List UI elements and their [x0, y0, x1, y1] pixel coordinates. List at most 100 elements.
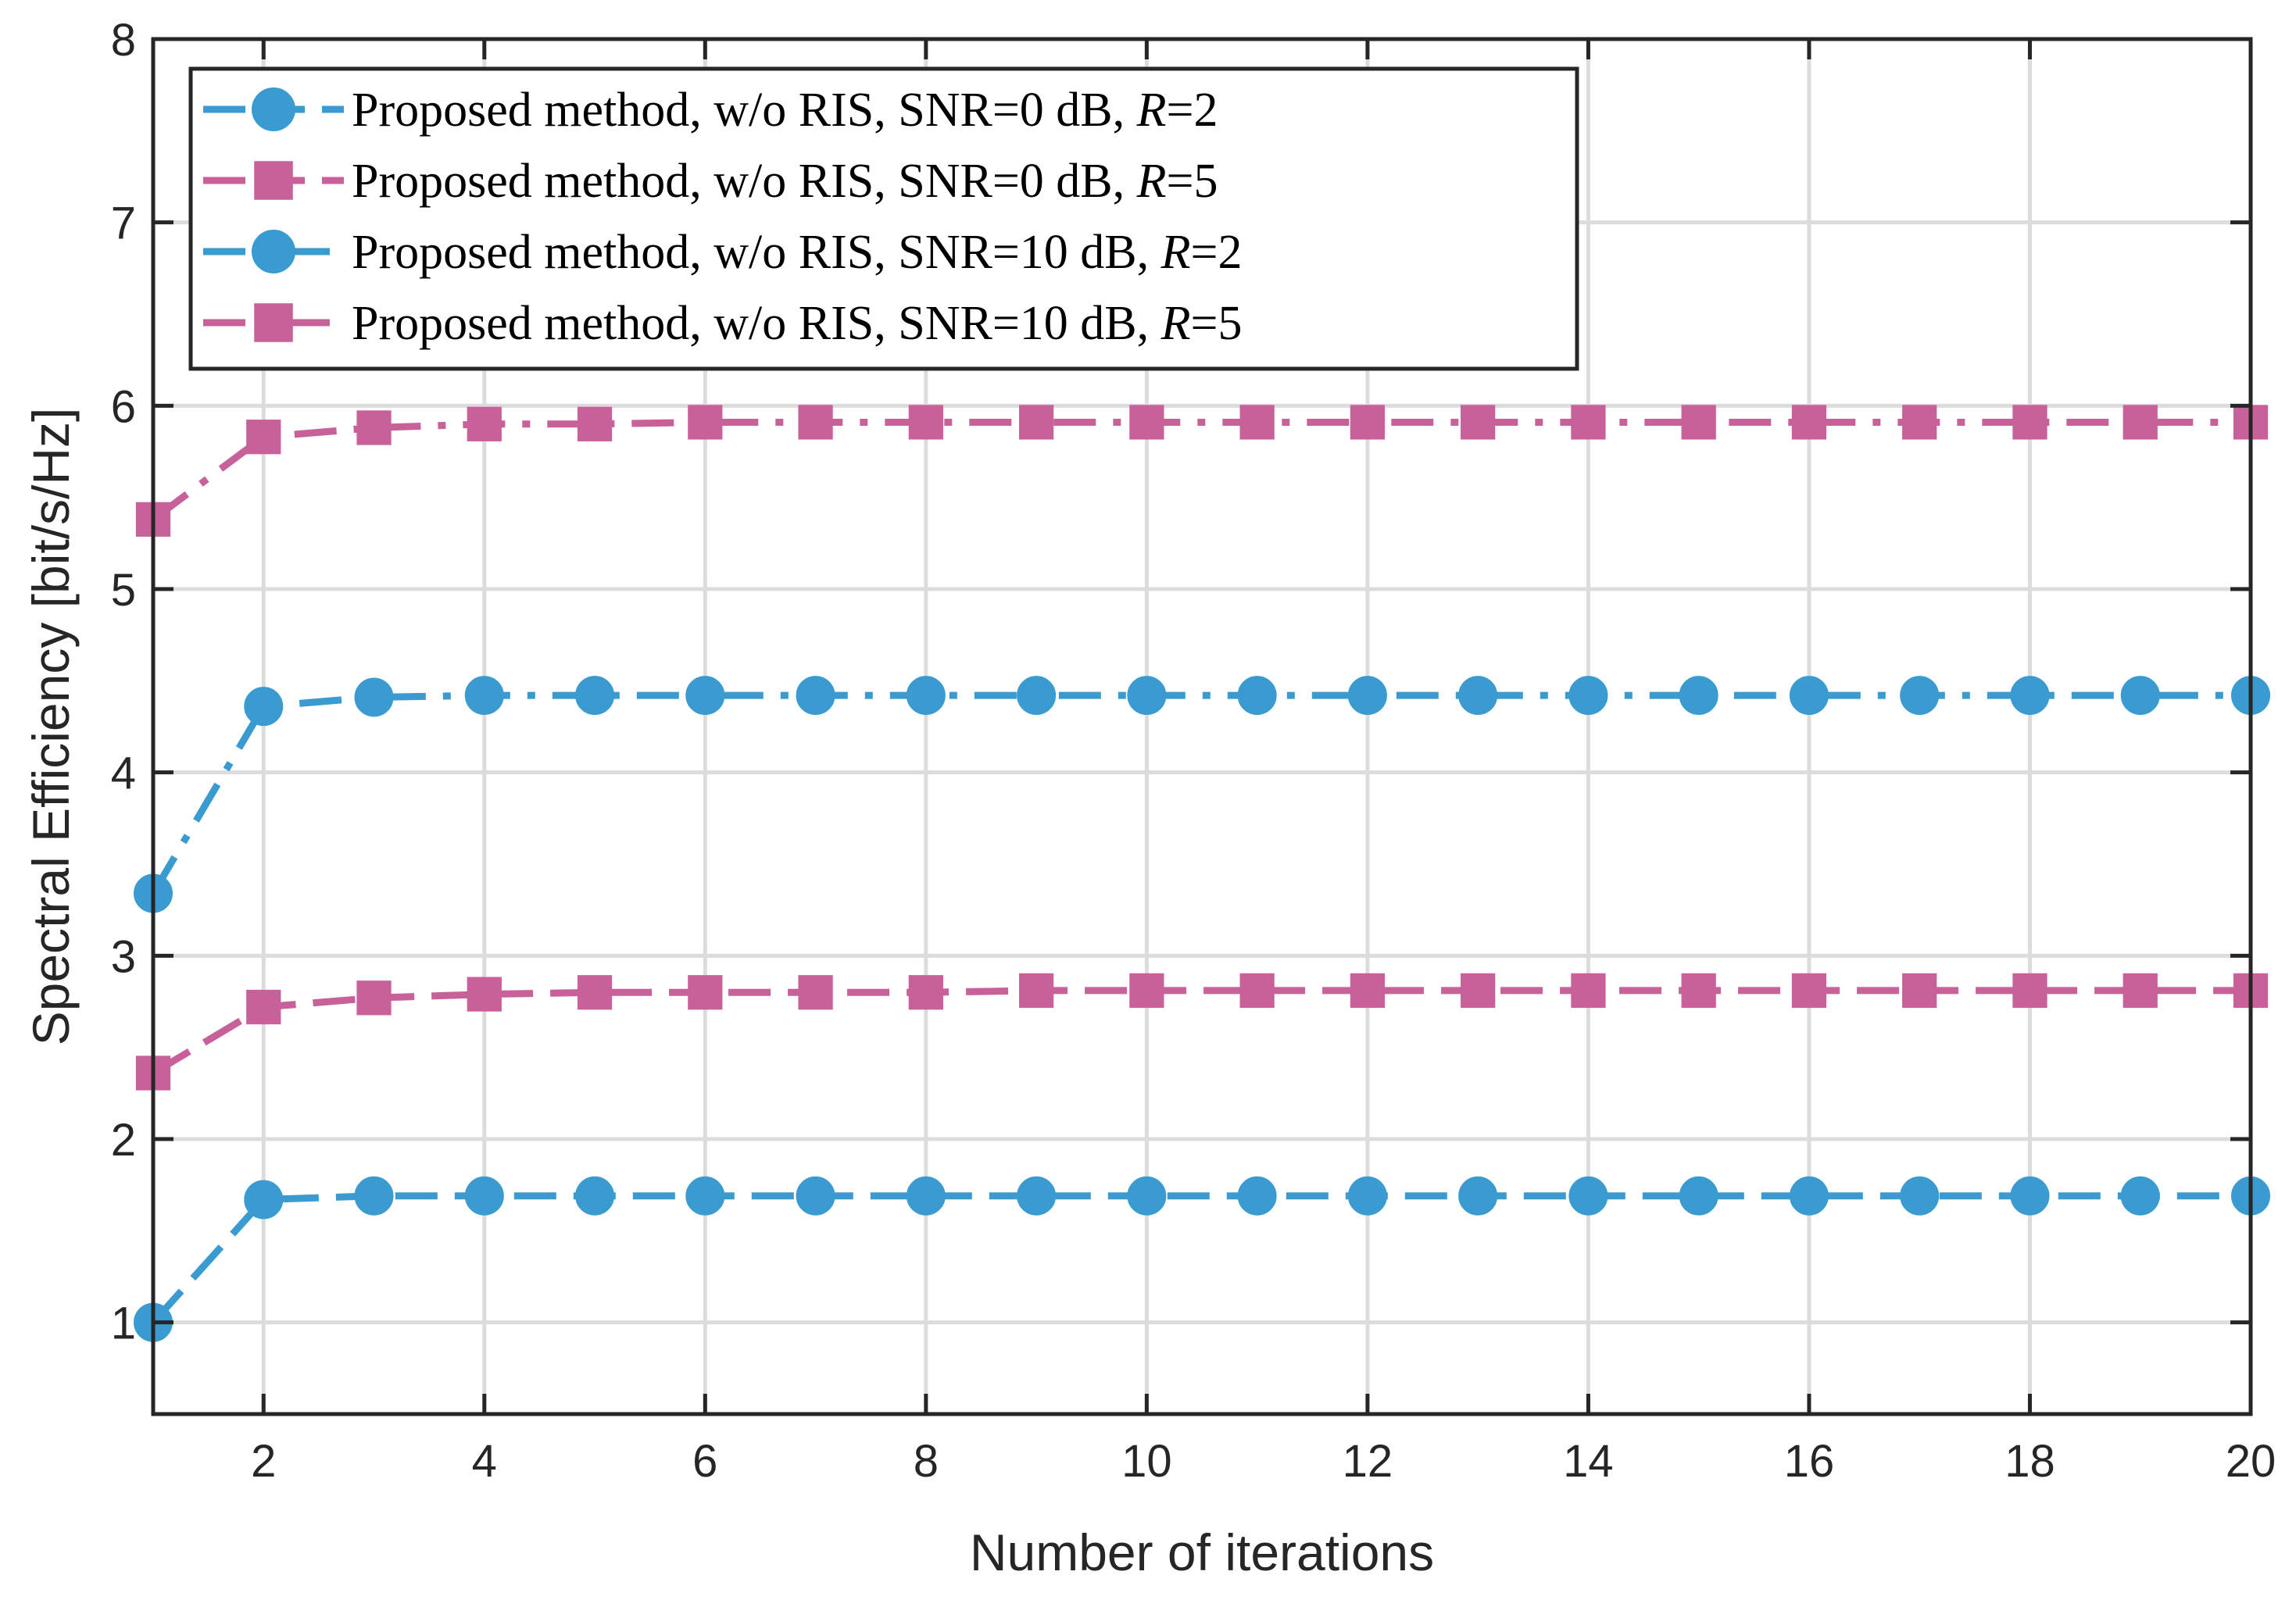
- data-point-circle: [1237, 1176, 1277, 1216]
- data-point-circle: [1127, 1176, 1167, 1216]
- data-point-circle: [1127, 676, 1167, 716]
- x-tick-label: 12: [1343, 1436, 1393, 1487]
- data-point-circle: [796, 1176, 835, 1216]
- series-line: [151, 418, 2251, 523]
- axes-frame: [151, 37, 2253, 1416]
- data-point-circle: [575, 1176, 615, 1216]
- data-point-square: [2012, 973, 2047, 1009]
- data-point-square: [577, 406, 613, 441]
- x-tick-label: 20: [2226, 1436, 2276, 1487]
- data-point-square: [908, 405, 943, 440]
- data-point-square: [1791, 973, 1827, 1009]
- data-point-circle: [464, 1176, 504, 1216]
- data-point-square: [798, 975, 833, 1010]
- legend-label: Proposed method, w/o RIS, SNR=10 dB, R=2: [352, 226, 1243, 279]
- data-point-circle: [354, 1176, 394, 1216]
- data-point-square: [1681, 405, 1716, 440]
- y-tick-label: 8: [111, 15, 136, 66]
- y-tick-label: 1: [111, 1298, 136, 1349]
- data-point-circle: [1347, 676, 1387, 716]
- data-point-square: [2123, 973, 2158, 1009]
- x-axis-label: Number of iterations: [970, 1523, 1434, 1581]
- data-point-circle: [244, 687, 284, 727]
- x-tick-label: 8: [914, 1436, 939, 1487]
- legend-label-prefix: Proposed method, w/o RIS, SNR=10 dB,: [352, 297, 1161, 350]
- legend-marker-circle: [252, 230, 295, 273]
- data-point-circle: [1458, 676, 1498, 716]
- data-point-square: [908, 975, 943, 1010]
- legend-label-math: R: [1161, 297, 1191, 350]
- legend-box: [188, 66, 1579, 371]
- data-point-square: [1239, 973, 1275, 1009]
- data-point-square: [1902, 973, 1937, 1009]
- legend-label: Proposed method, w/o RIS, SNR=0 dB, R=5: [352, 155, 1218, 208]
- data-point-square: [1571, 405, 1606, 440]
- data-point-circle: [1347, 1176, 1387, 1216]
- series-layer: [134, 405, 2270, 1342]
- data-point-circle: [1900, 1176, 1940, 1216]
- data-point-circle: [2010, 676, 2050, 716]
- data-point-circle: [1568, 676, 1608, 716]
- data-point-circle: [1568, 1176, 1608, 1216]
- x-tick-label: 10: [1121, 1436, 1172, 1487]
- x-tick-label: 2: [251, 1436, 276, 1487]
- series-line: [151, 987, 2251, 1077]
- y-tick-label: 3: [111, 931, 136, 982]
- data-point-square: [1350, 973, 1386, 1009]
- data-point-square: [1018, 973, 1054, 1009]
- legend-label: Proposed method, w/o RIS, SNR=10 dB, R=5: [352, 297, 1243, 350]
- data-point-square: [1350, 405, 1386, 440]
- legend: Proposed method, w/o RIS, SNR=0 dB, R=2P…: [188, 66, 1579, 371]
- data-point-circle: [2120, 1176, 2160, 1216]
- series-4: [135, 405, 2269, 537]
- data-point-circle: [1679, 1176, 1718, 1216]
- data-point-circle: [685, 676, 725, 716]
- data-point-square: [1461, 405, 1496, 440]
- legend-label: Proposed method, w/o RIS, SNR=0 dB, R=2: [352, 84, 1218, 137]
- data-point-square: [2012, 405, 2047, 440]
- data-point-circle: [796, 676, 835, 716]
- legend-item: Proposed method, w/o RIS, SNR=0 dB, R=5: [203, 155, 1218, 208]
- x-tick-label: 18: [2005, 1436, 2055, 1487]
- data-point-square: [1902, 405, 1937, 440]
- legend-label-prefix: Proposed method, w/o RIS, SNR=10 dB,: [352, 226, 1161, 279]
- y-tick-label: 6: [111, 381, 136, 432]
- data-point-square: [356, 410, 392, 445]
- data-point-square: [1129, 405, 1164, 440]
- data-point-circle: [2120, 676, 2160, 716]
- legend-label-suffix: =5: [1167, 155, 1218, 208]
- legend-label-prefix: Proposed method, w/o RIS, SNR=0 dB,: [352, 155, 1137, 208]
- data-point-circle: [1017, 676, 1057, 716]
- y-tick-label: 4: [111, 748, 136, 799]
- data-point-circle: [1017, 1176, 1057, 1216]
- data-point-square: [577, 975, 613, 1010]
- data-point-square: [356, 980, 392, 1016]
- data-point-circle: [575, 676, 615, 716]
- data-point-circle: [1789, 1176, 1829, 1216]
- x-tick-label: 4: [472, 1436, 497, 1487]
- y-tick-label: 2: [111, 1115, 136, 1166]
- data-point-square: [688, 975, 723, 1010]
- legend-label-suffix: =5: [1191, 297, 1243, 350]
- data-point-square: [1461, 973, 1496, 1009]
- data-point-circle: [1458, 1176, 1498, 1216]
- data-point-circle: [1679, 676, 1718, 716]
- legend-label-suffix: =2: [1167, 84, 1218, 137]
- data-point-square: [1129, 973, 1164, 1009]
- legend-item: Proposed method, w/o RIS, SNR=10 dB, R=5: [203, 297, 1243, 350]
- data-point-circle: [1900, 676, 1940, 716]
- legend-marker-square: [254, 303, 293, 342]
- data-point-square: [2123, 405, 2158, 440]
- data-point-square: [688, 405, 723, 440]
- data-point-circle: [1789, 676, 1829, 716]
- x-tick-label: 16: [1784, 1436, 1835, 1487]
- legend-item: Proposed method, w/o RIS, SNR=10 dB, R=2: [203, 226, 1243, 279]
- data-point-square: [1681, 973, 1716, 1009]
- data-point-circle: [1237, 676, 1277, 716]
- legend-label-math: R: [1136, 84, 1167, 137]
- legend-label-suffix: =2: [1191, 226, 1243, 279]
- data-point-square: [1791, 405, 1827, 440]
